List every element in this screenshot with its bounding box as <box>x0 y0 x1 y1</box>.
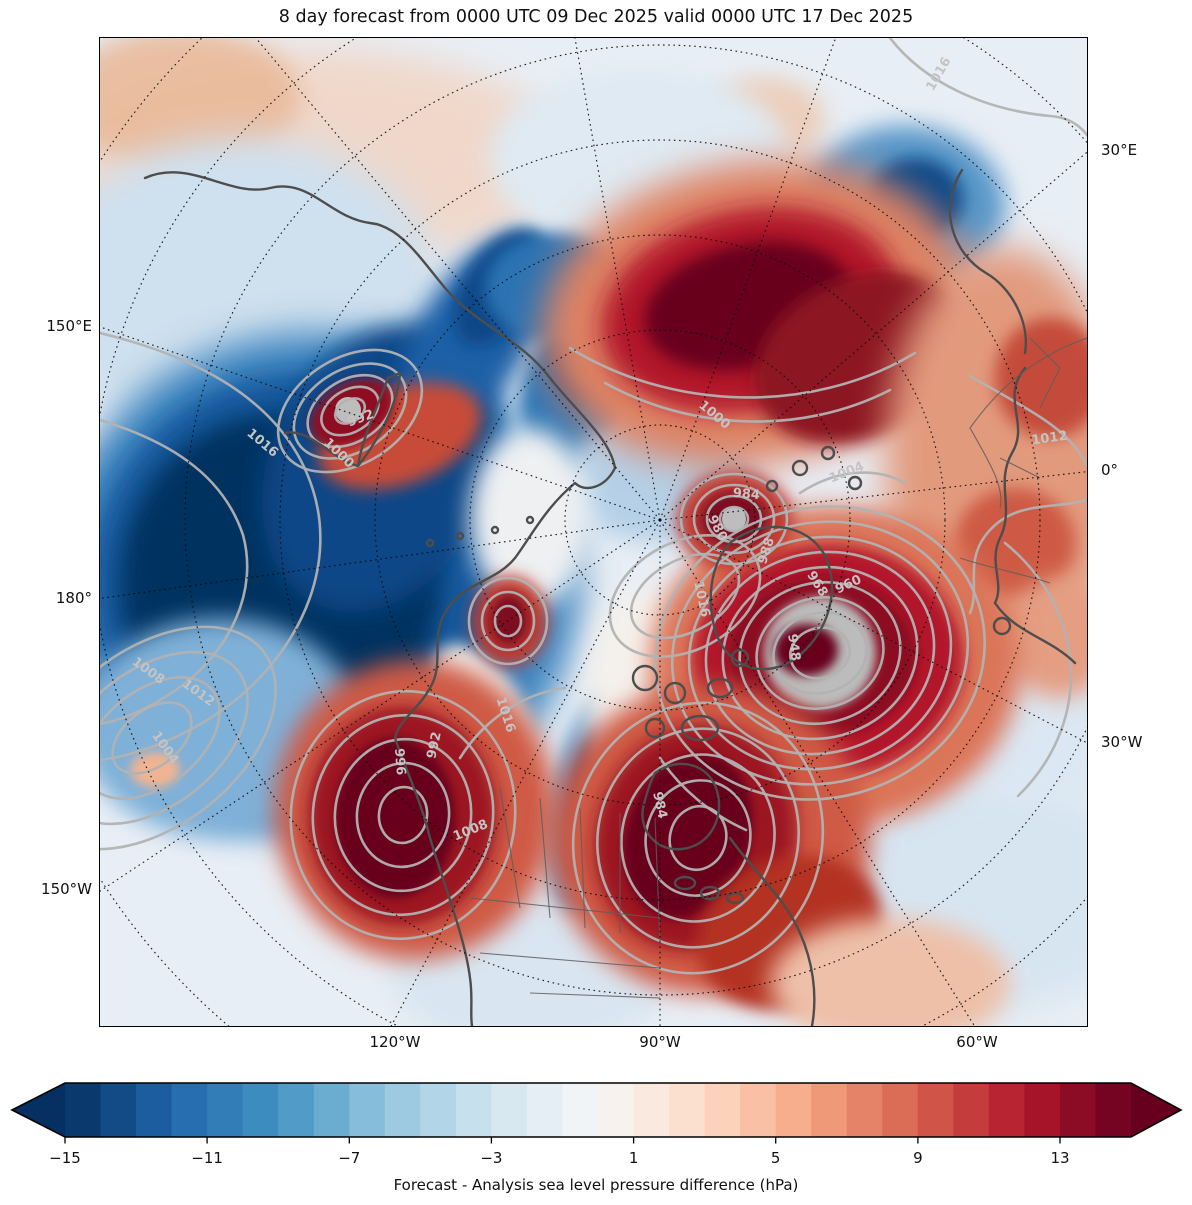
colorbar-segment <box>384 1083 421 1137</box>
lon-label-150e: 150°E <box>46 317 92 336</box>
colorbar: −15 −11 −7 −3 1 5 9 13 <box>10 1082 1183 1167</box>
map-panel: 1016 1000 992 984 980 988 1016 1004 960 968 948 100… <box>99 37 1088 1027</box>
colorbar-segment <box>917 1083 954 1137</box>
colorbar-segment <box>136 1083 173 1137</box>
lon-label-30e: 30°E <box>1101 141 1138 160</box>
colorbar-tick-label: −15 <box>49 1149 81 1167</box>
colorbar-segment <box>882 1083 919 1137</box>
colorbar-tick-label: 5 <box>771 1149 781 1167</box>
colorbar-segment <box>313 1083 350 1137</box>
colorbar-segment <box>242 1083 279 1137</box>
colorbar-segment <box>491 1083 528 1137</box>
colorbar-segment <box>846 1083 883 1137</box>
graticule <box>100 38 1087 1026</box>
lon-label-120w: 120°W <box>369 1033 421 1051</box>
colorbar-segment <box>633 1083 670 1137</box>
colorbar-segment <box>420 1083 457 1137</box>
colorbar-segment <box>526 1083 564 1137</box>
colorbar-segment <box>1024 1083 1061 1137</box>
colorbar-segment <box>171 1083 208 1137</box>
colorbar-extend-right-arrow <box>1131 1083 1181 1137</box>
contour-label: 1016 <box>690 580 712 619</box>
contour-label: 948 <box>784 633 803 662</box>
forecast-difference-map: 1016 100099298498098810161004960968948100… <box>100 38 1087 1026</box>
country-borders <box>469 337 1087 999</box>
colorbar-tick-label: 1 <box>629 1149 639 1167</box>
colorbar-axis-label: Forecast - Analysis sea level pressure d… <box>393 1176 799 1194</box>
colorbar-segment <box>775 1083 812 1137</box>
colorbar-segment <box>349 1083 386 1137</box>
colorbar-segment <box>562 1083 599 1137</box>
colorbar-segment <box>455 1083 492 1137</box>
colorbar-tick-label: −3 <box>480 1149 502 1167</box>
contour-label: 984 <box>732 486 760 503</box>
contour-label: 984 <box>649 790 669 820</box>
colorbar-segment <box>100 1083 137 1137</box>
contour-label: 992 <box>424 730 444 760</box>
colorbar-segment <box>704 1083 741 1137</box>
colorbar-tick-label: 13 <box>1050 1149 1069 1167</box>
lon-label-0: 0° <box>1101 461 1119 480</box>
colorbar-segment <box>65 1083 102 1137</box>
colorbar-segment <box>207 1083 244 1137</box>
contour-label: 1012 <box>1031 429 1069 449</box>
colorbar-tick-label: −7 <box>338 1149 360 1167</box>
colorbar-segment <box>669 1083 706 1137</box>
colorbar-segment <box>740 1083 777 1137</box>
colorbar-segments <box>65 1083 1132 1137</box>
lon-label-150w: 150°W <box>41 880 92 899</box>
colorbar-segment <box>1095 1083 1132 1137</box>
page-title: 8 day forecast from 0000 UTC 09 Dec 2025… <box>278 7 914 27</box>
colorbar-tick-label: −11 <box>191 1149 223 1167</box>
contour-label: 996 <box>391 748 408 776</box>
lon-label-60w: 60°W <box>956 1033 998 1051</box>
colorbar-segment <box>598 1083 635 1137</box>
colorbar-segment <box>278 1083 315 1137</box>
lon-label-30w: 30°W <box>1101 733 1143 752</box>
colorbar-segment <box>1059 1083 1097 1137</box>
lon-label-90w: 90°W <box>639 1033 681 1051</box>
colorbar-segment <box>953 1083 990 1137</box>
colorbar-segment <box>811 1083 848 1137</box>
colorbar-tick-marks <box>64 1137 1061 1144</box>
colorbar-tick-label: 9 <box>913 1149 923 1167</box>
colorbar-segment <box>988 1083 1025 1137</box>
colorbar-extend-left-arrow <box>12 1083 65 1137</box>
lon-label-180: 180° <box>55 589 92 608</box>
